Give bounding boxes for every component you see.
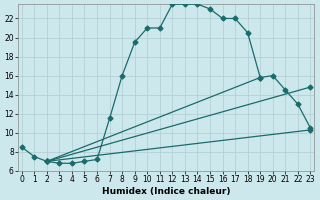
X-axis label: Humidex (Indice chaleur): Humidex (Indice chaleur) <box>102 187 230 196</box>
